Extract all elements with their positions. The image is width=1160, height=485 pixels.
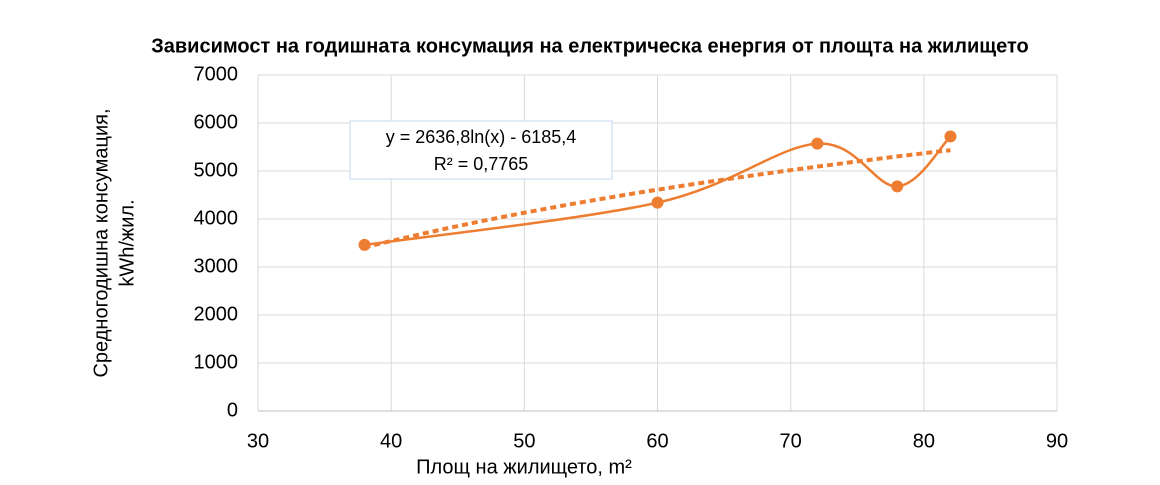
- y-tick-label: 3000: [194, 255, 239, 277]
- x-tick-label: 40: [380, 430, 402, 452]
- y-axis-label-line: kWh/жил.: [116, 199, 138, 286]
- y-tick-label: 7000: [194, 63, 239, 85]
- y-axis-label: Средногодишна консумация, kWh/жил.: [90, 108, 138, 377]
- trendline-equation: y = 2636,8ln(x) - 6185,4: [386, 127, 577, 147]
- x-tick-label: 50: [513, 430, 535, 452]
- point: [651, 196, 664, 209]
- x-tick-label: 70: [780, 430, 802, 452]
- y-tick-label: 4000: [194, 207, 239, 229]
- point: [358, 238, 371, 251]
- point: [944, 130, 957, 143]
- x-tick-label: 80: [913, 430, 935, 452]
- equation-box: [349, 120, 613, 180]
- chart-title: Зависимост на годишната консумация на ел…: [151, 35, 1029, 57]
- trendline-r2: R² = 0,7765: [434, 154, 529, 174]
- point: [811, 137, 824, 150]
- x-tick-label: 60: [646, 430, 668, 452]
- x-axis-label: Площ на жилището, m²: [416, 456, 632, 478]
- y-tick-label: 5000: [194, 159, 239, 181]
- y-tick-label: 0: [227, 399, 238, 421]
- x-tick-label: 90: [1046, 430, 1068, 452]
- y-tick-label: 1000: [194, 351, 239, 373]
- y-tick-label: 2000: [194, 303, 239, 325]
- point: [891, 180, 904, 193]
- x-tick-label: 30: [247, 430, 269, 452]
- y-axis-label-line: Средногодишна консумация,: [90, 108, 112, 377]
- y-tick-label: 6000: [194, 111, 239, 133]
- trendline: [364, 148, 951, 250]
